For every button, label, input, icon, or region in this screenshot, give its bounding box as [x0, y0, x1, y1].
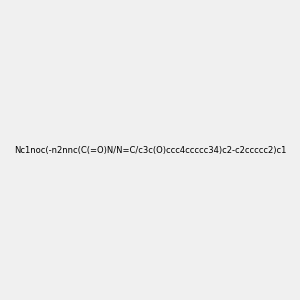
Text: Nc1noc(-n2nnc(C(=O)N/N=C/c3c(O)ccc4ccccc34)c2-c2ccccc2)c1: Nc1noc(-n2nnc(C(=O)N/N=C/c3c(O)ccc4ccccc… — [14, 146, 286, 154]
